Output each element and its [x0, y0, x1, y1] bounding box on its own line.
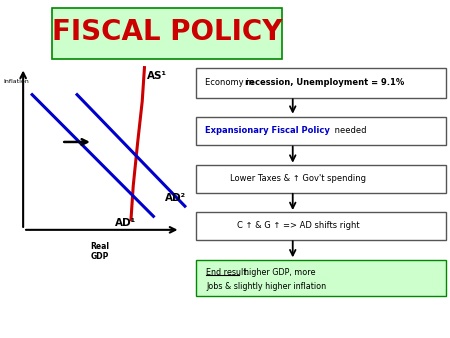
FancyBboxPatch shape	[52, 8, 282, 59]
Text: C ↑ & G ↑ => AD shifts right: C ↑ & G ↑ => AD shifts right	[237, 221, 360, 230]
Text: Expansionary Fiscal Policy: Expansionary Fiscal Policy	[205, 126, 330, 135]
Text: Economy in: Economy in	[205, 78, 257, 87]
Text: needed: needed	[332, 126, 367, 135]
Text: higher GDP, more: higher GDP, more	[239, 268, 315, 276]
FancyBboxPatch shape	[196, 212, 446, 240]
Text: FISCAL POLICY: FISCAL POLICY	[52, 18, 282, 46]
Text: AD¹: AD¹	[115, 218, 136, 228]
Text: Inflation: Inflation	[4, 79, 29, 84]
Text: End result:: End result:	[207, 268, 249, 276]
FancyBboxPatch shape	[196, 165, 446, 193]
FancyBboxPatch shape	[196, 68, 446, 98]
FancyBboxPatch shape	[196, 260, 446, 296]
Text: AD²: AD²	[165, 193, 186, 203]
Text: Jobs & slightly higher inflation: Jobs & slightly higher inflation	[207, 282, 327, 291]
Text: Real
GDP: Real GDP	[90, 242, 109, 261]
Text: Lower Taxes & ↑ Gov't spending: Lower Taxes & ↑ Gov't spending	[230, 174, 366, 183]
Text: recession, Unemployment = 9.1%: recession, Unemployment = 9.1%	[245, 78, 404, 87]
FancyBboxPatch shape	[196, 117, 446, 145]
Text: AS¹: AS¹	[147, 71, 166, 81]
